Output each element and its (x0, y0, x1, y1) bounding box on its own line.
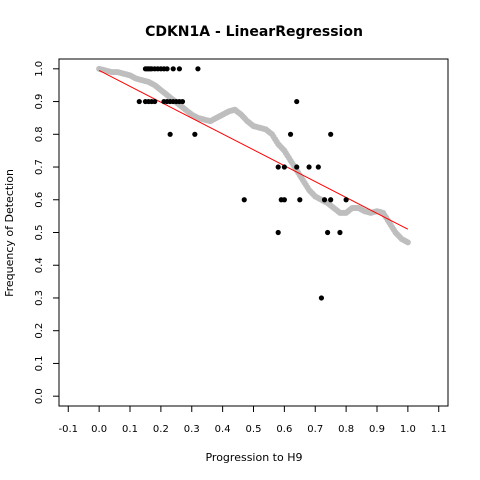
x-tick-label: 0.9 (369, 424, 385, 435)
x-tick-label: 1.1 (431, 424, 447, 435)
regression-line-segment (98, 70, 409, 230)
y-tick-label: 0.0 (34, 388, 45, 404)
observed-point (192, 131, 198, 137)
observed-point (176, 66, 183, 72)
y-axis: 0.0 0.1 0.2 0.3 0.4 0.5 0.6 0.7 0.8 0.9 1.0 (34, 61, 59, 404)
observed-point (324, 229, 331, 236)
observed-point (287, 131, 294, 137)
y-tick-label: 0.6 (34, 192, 45, 208)
observed-point (136, 98, 142, 105)
x-axis-label: Progression to H9 (205, 451, 302, 464)
observed-point (315, 164, 321, 170)
x-tick-label: 0.8 (338, 424, 354, 435)
x-tick-label: 0.3 (184, 424, 200, 435)
y-tick-label: 1.0 (34, 61, 45, 77)
observed-point (179, 98, 186, 105)
x-tick-label: 0.2 (153, 424, 169, 435)
y-tick-label: 0.2 (34, 323, 45, 339)
x-tick-label: 0.0 (91, 424, 107, 435)
observed-point (281, 197, 287, 203)
y-axis-label: Frequency of Detection (3, 169, 16, 297)
y-tick-label: 0.7 (34, 159, 45, 175)
observed-series (136, 66, 349, 301)
y-tick-label: 0.8 (34, 126, 45, 142)
observed-point (297, 197, 303, 203)
y-tick-label: 0.3 (34, 290, 45, 306)
x-tick-label: 0.1 (122, 424, 138, 435)
y-tick-label: 0.4 (34, 257, 45, 273)
observed-point (294, 164, 300, 170)
smoothed-series (96, 65, 411, 246)
observed-point (321, 197, 328, 203)
plot-frame (58, 58, 449, 407)
observed-point (318, 295, 325, 301)
regression-line (98, 70, 409, 230)
observed-point (275, 229, 281, 236)
observed-point (152, 98, 158, 105)
observed-point (241, 197, 247, 203)
observed-point (281, 164, 287, 170)
x-tick-label: 0.5 (246, 424, 262, 435)
observed-point (275, 164, 281, 170)
x-tick-label: -0.1 (59, 424, 79, 435)
y-tick-label: 0.1 (34, 355, 45, 371)
observed-point (167, 131, 173, 137)
x-tick-label: 0.6 (276, 424, 292, 435)
y-tick-label: 0.5 (34, 225, 45, 241)
observed-point (195, 66, 201, 72)
observed-point (343, 197, 349, 203)
observed-point (328, 197, 334, 203)
observed-point (306, 164, 312, 170)
x-axis: -0.1 0.0 0.1 0.2 0.3 0.4 0.5 0.6 0.7 0.8 0.9 1.0 1.1 (59, 406, 447, 435)
chart-title: CDKN1A - LinearRegression (145, 24, 363, 40)
observed-point (170, 66, 176, 72)
x-tick-label: 1.0 (400, 424, 416, 435)
observed-point (337, 229, 343, 236)
x-tick-label: 0.4 (215, 424, 231, 435)
observed-point (294, 98, 300, 105)
y-tick-label: 0.9 (34, 94, 45, 110)
observed-point (164, 66, 170, 72)
x-tick-label: 0.7 (307, 424, 323, 435)
smoothed-point (404, 239, 411, 246)
observed-point (328, 131, 334, 137)
